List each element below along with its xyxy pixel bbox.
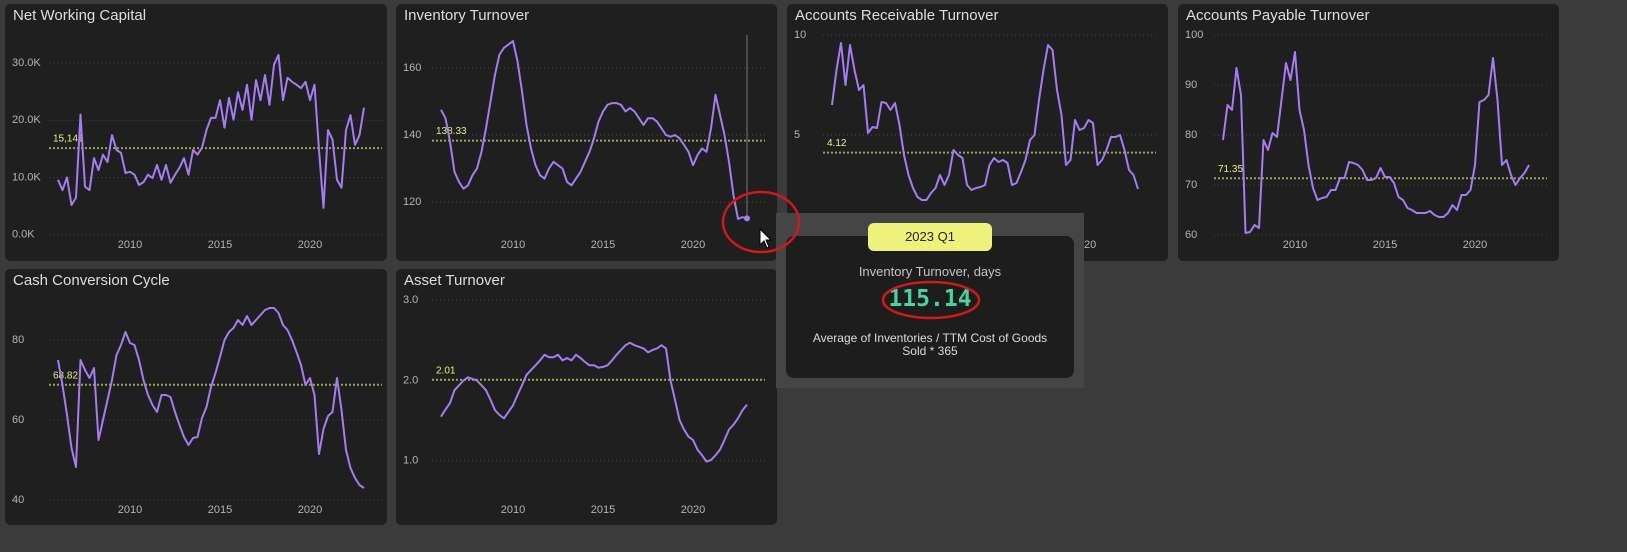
y-tick-label: 140 [403,129,421,141]
data-line [57,53,365,209]
chart-title: Cash Conversion Cycle [13,272,170,289]
y-tick-label: 1.0 [403,455,418,467]
y-tick-label: 160 [403,62,421,74]
y-tick-label: 0.0K [12,229,35,241]
chart-title: Net Working Capital [13,7,146,24]
x-tick-label: 2015 [591,504,615,516]
data-line [1222,51,1530,234]
x-tick-label: 2015 [208,504,232,516]
average-label: 2.01 [436,365,456,376]
panel-background [5,269,387,525]
y-tick-label: 2.0 [403,374,418,386]
x-tick-label: 2020 [1463,239,1487,251]
tooltip-title: 2023 Q1 [868,223,992,251]
y-tick-label: 100 [1185,29,1203,41]
x-tick-label: 2020 [681,504,705,516]
chart-title: Asset Turnover [404,272,505,289]
x-tick-label: 2010 [118,504,142,516]
chart-title: Accounts Receivable Turnover [795,7,998,24]
data-line [440,40,748,220]
data-line [831,42,1139,201]
y-tick-label: 60 [1185,229,1197,241]
x-tick-label: 2020 [298,504,322,516]
tooltip-value: 115.14 [888,286,972,312]
average-label: 15,141 [53,134,84,145]
panel-background [787,4,1168,261]
x-tick-label: 2015 [208,239,232,251]
tooltip-label: Inventory Turnover, days [858,264,1002,279]
panel-background [396,4,777,261]
data-line [57,307,365,489]
x-tick-label: 2015 [1373,239,1397,251]
tooltip: Inventory Turnover, days 115.14 Average … [776,213,1084,388]
y-tick-label: 10.0K [12,171,41,183]
average-label: 71.35 [1218,164,1243,175]
chart-panel: Asset Turnover 1.0 2.0 3.0 2010 2015 2020 2.01 [396,269,777,525]
x-tick-label: 2010 [501,239,525,251]
data-line [440,341,748,463]
y-tick-label: 3.0 [403,294,418,306]
panel-background [396,269,777,525]
y-tick-label: 60 [12,414,24,426]
chart-panel: Inventory Turnover 120 140 160 2010 2015 2020 1… [396,4,777,261]
x-tick-label: 2010 [118,239,142,251]
y-tick-label: 80 [1185,129,1197,141]
chart-panel: Net Working Capital 0.0K 10.0K 20.0K 30.0K 20… [5,4,387,261]
x-tick-label: 2020 [681,239,705,251]
tooltip-description: Average of Inventories / TTM Cost of Goo… [812,331,1048,358]
chart-panel: Accounts Payable Turnover 60 70 80 90 100 2010… [1178,4,1559,261]
y-tick-label: 20.0K [12,114,41,126]
y-tick-label: 80 [12,334,24,346]
x-tick-label: 2015 [591,239,615,251]
panel-background [5,4,387,261]
average-label: 138.33 [436,126,467,137]
x-tick-label: 2010 [1283,239,1307,251]
tooltip-body: Inventory Turnover, days 115.14 Average … [786,236,1074,378]
average-label: 4.12 [827,138,847,149]
y-tick-label: 5 [794,129,800,141]
panel-background [1178,4,1559,261]
x-tick-label: 2010 [501,504,525,516]
average-label: 68.82 [53,370,78,381]
y-tick-label: 30.0K [12,57,41,69]
y-tick-label: 120 [403,196,421,208]
chart-title: Inventory Turnover [404,7,529,24]
y-tick-label: 40 [12,494,24,506]
y-tick-label: 90 [1185,79,1197,91]
chart-panel: Cash Conversion Cycle 40 60 80 2010 2015 2020 6… [5,269,387,525]
y-tick-label: 70 [1185,179,1197,191]
hover-point [744,215,750,222]
chart-title: Accounts Payable Turnover [1186,7,1369,24]
y-tick-label: 10 [794,29,806,41]
x-tick-label: 2020 [298,239,322,251]
